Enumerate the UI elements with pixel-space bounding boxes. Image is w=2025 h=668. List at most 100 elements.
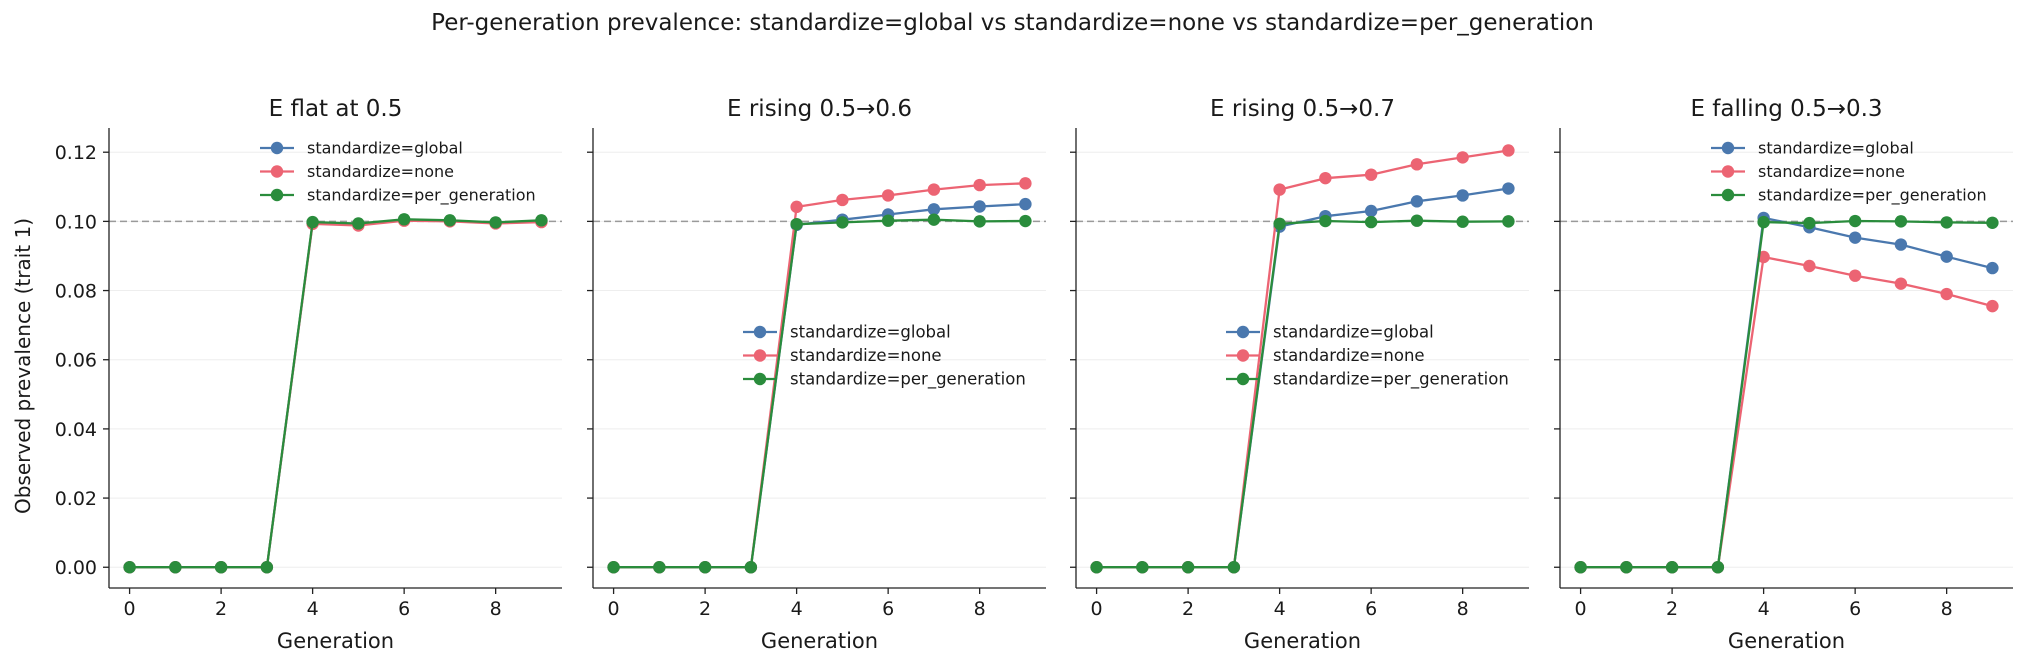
data-point bbox=[1364, 215, 1378, 229]
data-point bbox=[1019, 214, 1032, 228]
x-tick-label: 8 bbox=[1941, 598, 1953, 620]
series-line bbox=[1580, 255, 1993, 569]
x-tick-label: 6 bbox=[1365, 598, 1377, 620]
data-point bbox=[1940, 287, 1953, 301]
x-tick-label: 0 bbox=[1575, 598, 1587, 620]
data-point bbox=[927, 183, 941, 196]
x-tick-label: 0 bbox=[124, 598, 136, 620]
data-point bbox=[927, 213, 941, 226]
data-point bbox=[1803, 259, 1816, 273]
series-line bbox=[129, 218, 542, 569]
subplot-3: 0 2 4 6 8 E rising 0.5→0.7 Generation standardi… bbox=[1070, 96, 1529, 653]
legend-label: standardize=none bbox=[1758, 162, 1905, 181]
data-point bbox=[1181, 561, 1195, 574]
subplot-1: 0.00 0.02 0.04 0.06 0.08 0.10 0.12 0 2 4 6 8 E flat … bbox=[55, 96, 562, 653]
legend: standardize=global standardize=none standa… bbox=[260, 139, 536, 206]
legend-label: standardize=per_generation bbox=[307, 186, 536, 206]
data-point bbox=[1364, 204, 1378, 218]
data-point bbox=[1410, 195, 1424, 208]
data-point bbox=[1410, 214, 1424, 227]
x-tick-label: 2 bbox=[1182, 598, 1194, 620]
data-point bbox=[1019, 177, 1032, 190]
data-point bbox=[1364, 168, 1378, 181]
subplot-2: 0 2 4 6 8 E rising 0.5→0.6 Generation standardi… bbox=[587, 96, 1046, 653]
data-point bbox=[744, 561, 758, 574]
data-point bbox=[653, 561, 666, 574]
data-point bbox=[1757, 215, 1770, 229]
legend: standardize=global standardize=none standa… bbox=[1711, 139, 1987, 206]
data-point bbox=[1090, 561, 1103, 574]
x-axis-label: Generation bbox=[1728, 629, 1845, 653]
legend-marker bbox=[1721, 165, 1735, 178]
data-point bbox=[1848, 269, 1862, 282]
x-tick-label: 6 bbox=[882, 598, 894, 620]
y-tick-label: 0.04 bbox=[55, 419, 97, 441]
legend-marker bbox=[1236, 349, 1250, 362]
figure-title: Per-generation prevalence: standardize=g… bbox=[431, 10, 1594, 36]
subplot-title: E falling 0.5→0.3 bbox=[1690, 96, 1882, 122]
subplot-title: E flat at 0.5 bbox=[269, 96, 403, 122]
series-line bbox=[613, 218, 1026, 569]
x-axis-label: Generation bbox=[761, 629, 878, 653]
series-line bbox=[1580, 216, 1993, 569]
subplot-title: E rising 0.5→0.6 bbox=[727, 96, 912, 122]
data-point bbox=[1227, 561, 1241, 574]
series-line bbox=[1580, 219, 1993, 569]
legend-marker bbox=[1721, 141, 1735, 155]
series-line bbox=[1096, 219, 1509, 569]
data-point bbox=[1803, 216, 1816, 230]
data-point bbox=[1665, 561, 1679, 574]
x-tick-label: 8 bbox=[1457, 598, 1469, 620]
legend-marker bbox=[1721, 188, 1735, 202]
data-point bbox=[973, 178, 986, 192]
data-point bbox=[1456, 215, 1469, 228]
data-point bbox=[1940, 250, 1953, 263]
legend-marker bbox=[753, 372, 767, 386]
data-point bbox=[1319, 171, 1332, 185]
data-point bbox=[1986, 261, 1999, 275]
data-point bbox=[1456, 189, 1469, 202]
data-point bbox=[397, 213, 411, 226]
data-point bbox=[836, 193, 849, 207]
x-axis-label: Generation bbox=[1244, 629, 1361, 653]
data-point bbox=[443, 214, 457, 227]
legend-marker bbox=[270, 165, 284, 178]
data-point bbox=[881, 189, 895, 202]
data-point bbox=[1019, 197, 1032, 211]
subplot-title: E rising 0.5→0.7 bbox=[1210, 96, 1395, 122]
x-tick-label: 4 bbox=[1274, 598, 1286, 620]
legend: standardize=global standardize=none standa… bbox=[1226, 323, 1509, 390]
data-point bbox=[489, 216, 502, 229]
data-point bbox=[1940, 216, 1953, 229]
data-point bbox=[1273, 217, 1286, 231]
data-point bbox=[607, 561, 620, 574]
legend-marker bbox=[270, 188, 284, 202]
x-tick-label: 4 bbox=[791, 598, 803, 620]
data-point bbox=[1894, 238, 1908, 251]
legend-label: standardize=per_generation bbox=[1273, 370, 1509, 390]
data-point bbox=[260, 561, 274, 574]
legend-marker bbox=[270, 141, 284, 155]
x-tick-label: 2 bbox=[699, 598, 711, 620]
x-tick-label: 2 bbox=[1666, 598, 1678, 620]
legend-label: standardize=global bbox=[790, 323, 951, 342]
data-point bbox=[352, 217, 365, 230]
data-point bbox=[214, 561, 228, 574]
x-tick-label: 8 bbox=[974, 598, 986, 620]
data-point bbox=[973, 200, 986, 213]
data-point bbox=[1620, 561, 1633, 574]
legend-marker bbox=[1236, 372, 1250, 386]
data-point bbox=[790, 200, 803, 214]
data-point bbox=[123, 561, 136, 574]
legend-label: standardize=per_generation bbox=[790, 370, 1026, 390]
data-point bbox=[1711, 561, 1725, 574]
data-point bbox=[836, 216, 849, 229]
x-tick-label: 0 bbox=[1091, 598, 1103, 620]
data-point bbox=[306, 215, 319, 229]
data-point bbox=[1502, 144, 1515, 157]
data-point bbox=[1574, 561, 1587, 574]
data-point bbox=[1410, 158, 1424, 171]
x-tick-label: 4 bbox=[1758, 598, 1770, 620]
data-point bbox=[1986, 216, 1999, 229]
subplot-grid: 0.00 0.02 0.04 0.06 0.08 0.10 0.12 0 2 4 6 8 E flat … bbox=[55, 96, 2013, 653]
